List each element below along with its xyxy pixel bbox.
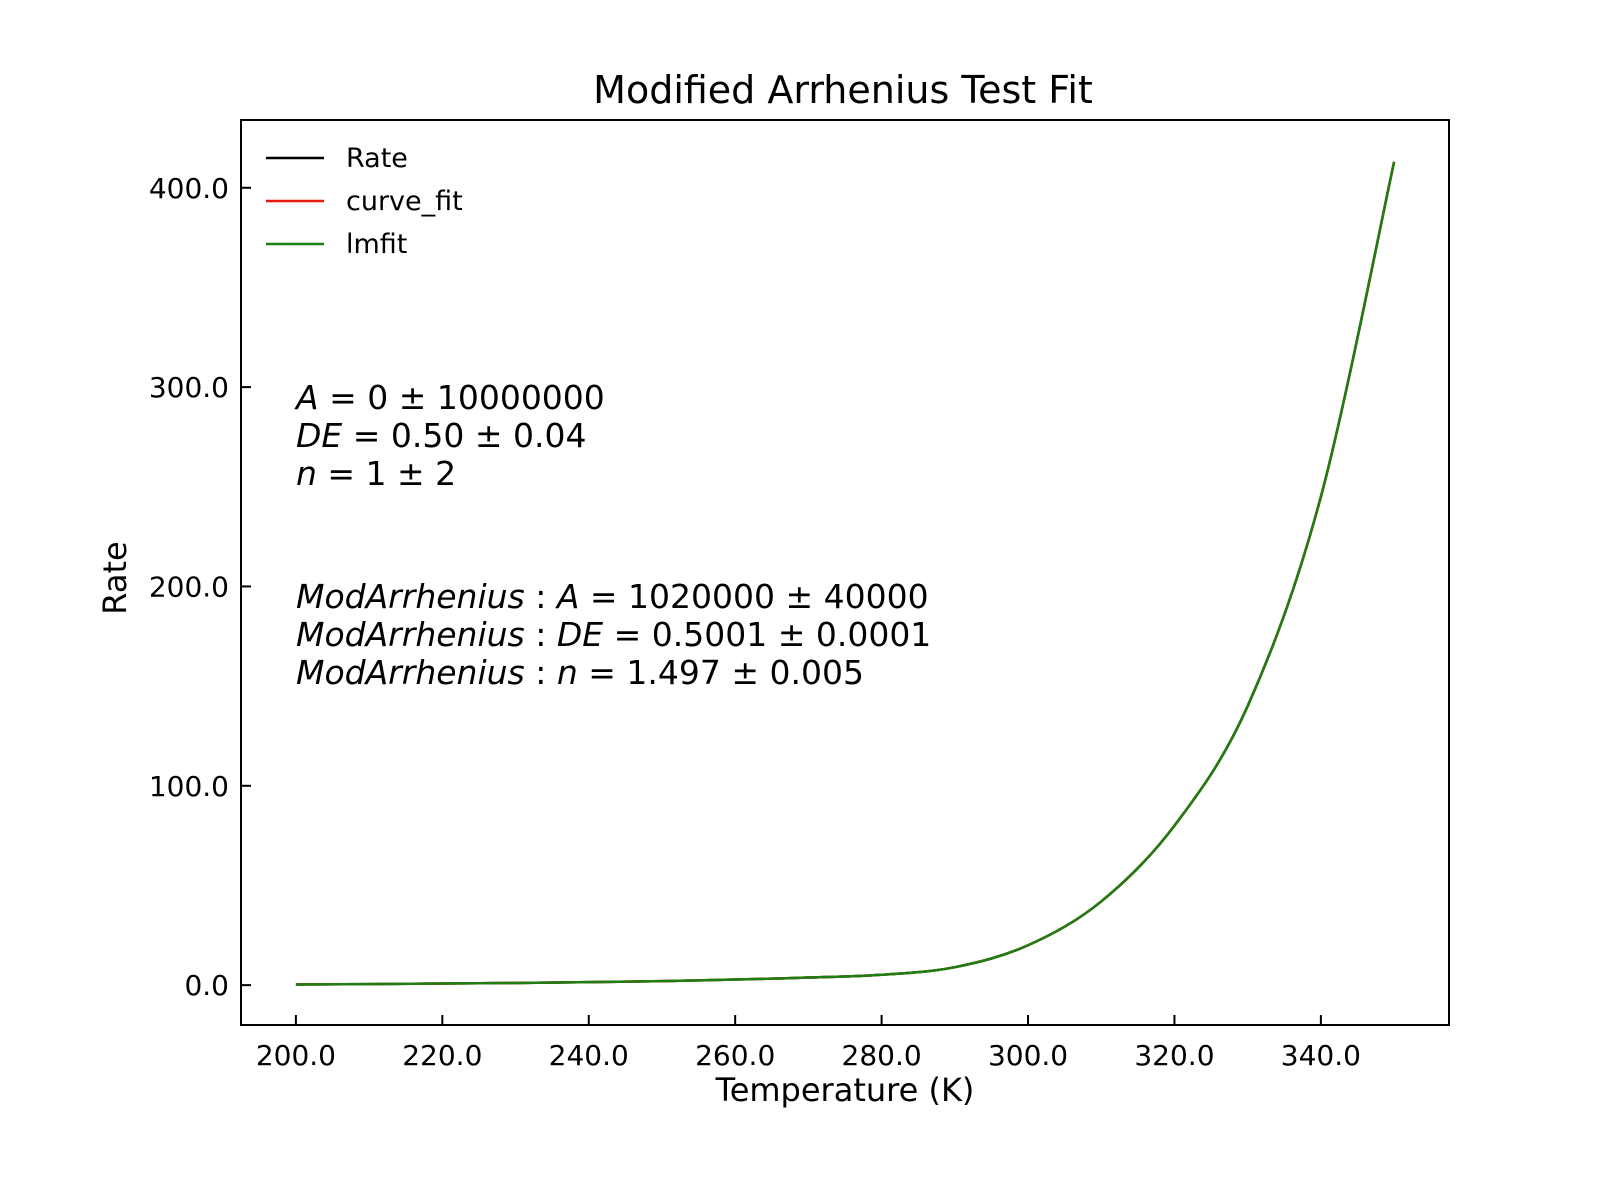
legend-label-lmfit: lmfit [346,229,407,260]
series-line-rate [295,161,1396,986]
curve-fit-param-text: DE = 0.50 ± 0.04 [296,416,586,455]
legend-label-curve-fit: curve_fit [346,186,463,217]
series-line-lmfit [295,161,1396,986]
x-tick-label: 200.0 [256,1039,336,1072]
x-tick-label: 240.0 [549,1039,629,1072]
x-axis-label: Temperature (K) [715,1071,975,1109]
lmfit-param-text: ModArrhenius : A = 1020000 ± 40000 [296,577,929,616]
chart-title: Modified Arrhenius Test Fit [593,68,1093,112]
legend-label-rate: Rate [346,143,408,174]
y-tick-label: 300.0 [149,371,229,404]
x-tick-label: 280.0 [842,1039,922,1072]
x-tick-label: 300.0 [988,1039,1068,1072]
plot-frame [240,119,1450,1026]
lmfit-param-text: ModArrhenius : n = 1.497 ± 0.005 [296,653,864,692]
x-tick-label: 340.0 [1281,1039,1361,1072]
x-tick-label: 220.0 [402,1039,482,1072]
lmfit-param-text: ModArrhenius : DE = 0.5001 ± 0.0001 [296,615,931,654]
y-tick-label: 400.0 [149,172,229,205]
x-tick-label: 320.0 [1134,1039,1214,1072]
y-tick-label: 100.0 [149,770,229,803]
y-tick-label: 0.0 [184,969,229,1002]
curve-fit-param-text: n = 1 ± 2 [296,454,456,493]
y-axis-label: Rate [96,541,134,614]
y-tick-label: 200.0 [149,570,229,603]
x-tick-label: 260.0 [695,1039,775,1072]
curve-fit-param-text: A = 0 ± 10000000 [294,378,605,417]
series-line-curve-fit [295,161,1396,986]
